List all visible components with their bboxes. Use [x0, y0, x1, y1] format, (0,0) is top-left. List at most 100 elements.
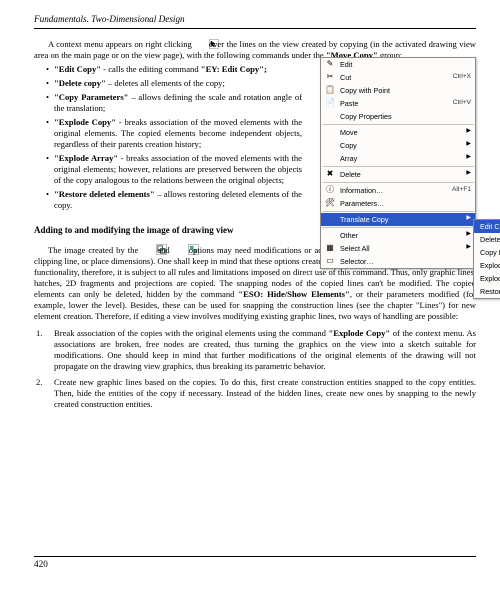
- menu-item-copy-properties[interactable]: Copy Properties: [321, 110, 475, 123]
- menu-item-select-all[interactable]: ▦Select All▶: [321, 242, 475, 255]
- cmd-name: "Edit Copy": [54, 64, 101, 74]
- list-item: "Explode Array" - breaks association of …: [46, 153, 302, 186]
- menu-label: Delete copy: [480, 235, 500, 244]
- menu-item-parameters[interactable]: 🛠Parameters…: [321, 197, 475, 210]
- cmd-desc: – deletes all elements of the copy;: [106, 78, 225, 88]
- cut-icon: ✂: [323, 72, 337, 83]
- cursor-select-icon: [195, 39, 205, 49]
- menu-item-delete[interactable]: ✖Delete▶: [321, 168, 475, 181]
- submenu-item-explode-copy[interactable]: Explode Copy: [474, 259, 500, 272]
- command-list: "Edit Copy" - calls the editing command …: [34, 64, 302, 211]
- copy-point-icon: 📋: [323, 85, 337, 96]
- menu-label: Cut: [340, 73, 449, 82]
- menu-item-information[interactable]: ⓘInformation… Alt+F1: [321, 184, 475, 197]
- body-text: The image created by the: [48, 245, 141, 255]
- edit-icon: ✎: [323, 59, 337, 70]
- menu-label: Other: [340, 231, 463, 240]
- paste-icon: 📄: [323, 98, 337, 109]
- menu-label: Edit: [340, 60, 471, 69]
- menu-label: Translate Copy: [340, 215, 463, 224]
- menu-item-translate-copy[interactable]: Translate Copy▶: [321, 213, 475, 226]
- menu-label: Copy: [340, 141, 463, 150]
- menu-item-other[interactable]: Other▶: [321, 229, 475, 242]
- body-text: and: [157, 245, 172, 255]
- menu-label: Restore deleted elements: [480, 287, 500, 296]
- info-icon: ⓘ: [323, 185, 337, 196]
- cmd-name: "Explode Copy": [54, 117, 116, 127]
- menu-label: Explode Array: [480, 274, 500, 283]
- params-icon: 🛠: [323, 198, 337, 209]
- menu-separator: [322, 211, 474, 212]
- menu-separator: [322, 124, 474, 125]
- cmd-tail: "EY: Edit Copy";: [201, 64, 267, 74]
- menu-label: Move: [340, 128, 463, 137]
- menu-accel: Ctrl+V: [453, 99, 471, 107]
- menu-item-cut[interactable]: ✂Cut Ctrl+X: [321, 71, 475, 84]
- submenu-item-delete-copy[interactable]: Delete copy: [474, 233, 500, 246]
- menu-item-copy[interactable]: Copy▶: [321, 139, 475, 152]
- blank-icon: [323, 111, 337, 122]
- menu-label: Explode Copy: [480, 261, 500, 270]
- menu-item-selector[interactable]: ▭Selector…: [321, 255, 475, 268]
- menu-separator: [322, 182, 474, 183]
- blank-icon: [323, 153, 337, 164]
- submenu-item-explode-array[interactable]: Explode Array: [474, 272, 500, 285]
- submenu-arrow-icon: ▶: [466, 231, 471, 239]
- menu-item-move[interactable]: Move▶: [321, 126, 475, 139]
- cmd-name: "Restore deleted elements": [54, 189, 155, 199]
- menu-label: Copy with Point: [340, 86, 471, 95]
- intro-text-a: A context menu appears on right clicking: [48, 39, 192, 49]
- submenu-item-restore-deleted[interactable]: Restore deleted elements: [474, 285, 500, 298]
- menu-accel: Ctrl+X: [453, 73, 471, 81]
- cmd-name: "Explode Array": [54, 153, 118, 163]
- menu-label: Select All: [340, 244, 463, 253]
- menu-label: Paste: [340, 99, 449, 108]
- menu-label: Copy Properties: [340, 112, 471, 121]
- blank-icon: [323, 230, 337, 241]
- menu-label: Edit Copy: [480, 222, 500, 231]
- upper-section: A context menu appears on right clicking…: [34, 39, 476, 211]
- blank-icon: [323, 214, 337, 225]
- item-text-a: Break association of the copies with the…: [54, 328, 328, 338]
- submenu-arrow-icon: ▶: [466, 154, 471, 162]
- page-number: 420: [34, 559, 48, 569]
- blank-icon: [323, 140, 337, 151]
- context-submenu[interactable]: Edit Copy Delete copy Copy Parameters Ex…: [473, 219, 500, 299]
- menu-label: Array: [340, 154, 463, 163]
- cmd-desc: - calls the editing command: [101, 64, 201, 74]
- blank-icon: [323, 127, 337, 138]
- select-all-icon: ▦: [323, 243, 337, 254]
- delete-icon: ✖: [323, 169, 337, 180]
- list-item: "Restore deleted elements" – allows rest…: [46, 189, 302, 211]
- create-copy-icon: [174, 244, 185, 255]
- page-header: Fundamentals. Two-Dimensional Design: [34, 14, 476, 29]
- page-footer: 420: [34, 556, 476, 571]
- submenu-arrow-icon: ▶: [466, 215, 471, 223]
- cmd-name: "Explode Copy": [328, 328, 390, 338]
- submenu-arrow-icon: ▶: [466, 170, 471, 178]
- menu-item-paste[interactable]: 📄Paste Ctrl+V: [321, 97, 475, 110]
- menu-label: Copy Parameters: [480, 248, 500, 257]
- submenu-item-copy-parameters[interactable]: Copy Parameters: [474, 246, 500, 259]
- menu-item-edit[interactable]: ✎Edit: [321, 58, 475, 71]
- list-item: "Explode Copy" - breaks association of t…: [46, 117, 302, 150]
- context-menu[interactable]: ✎Edit ✂Cut Ctrl+X 📋Copy with Point 📄Paste…: [320, 57, 476, 269]
- list-item: Break association of the copies with the…: [34, 328, 476, 372]
- selector-icon: ▭: [323, 256, 337, 267]
- cmd-name: "ESO: Hide/Show Elements": [238, 289, 349, 299]
- list-item: Create new graphic lines based on the co…: [34, 377, 476, 410]
- submenu-item-edit-copy[interactable]: Edit Copy: [474, 220, 500, 233]
- list-item: "Edit Copy" - calls the editing command …: [46, 64, 302, 75]
- list-item: "Copy Parameters" – allows defining the …: [46, 92, 302, 114]
- menu-item-copy-with-point[interactable]: 📋Copy with Point: [321, 84, 475, 97]
- menu-label: Parameters…: [340, 199, 471, 208]
- menu-separator: [322, 227, 474, 228]
- menu-item-array[interactable]: Array▶: [321, 152, 475, 165]
- menu-separator: [322, 166, 474, 167]
- copy-tool-icon: [142, 244, 153, 255]
- submenu-arrow-icon: ▶: [466, 141, 471, 149]
- cmd-name: "Delete copy": [54, 78, 106, 88]
- menu-label: Information…: [340, 186, 448, 195]
- menu-accel: Alt+F1: [452, 186, 471, 194]
- cmd-name: "Copy Parameters": [54, 92, 128, 102]
